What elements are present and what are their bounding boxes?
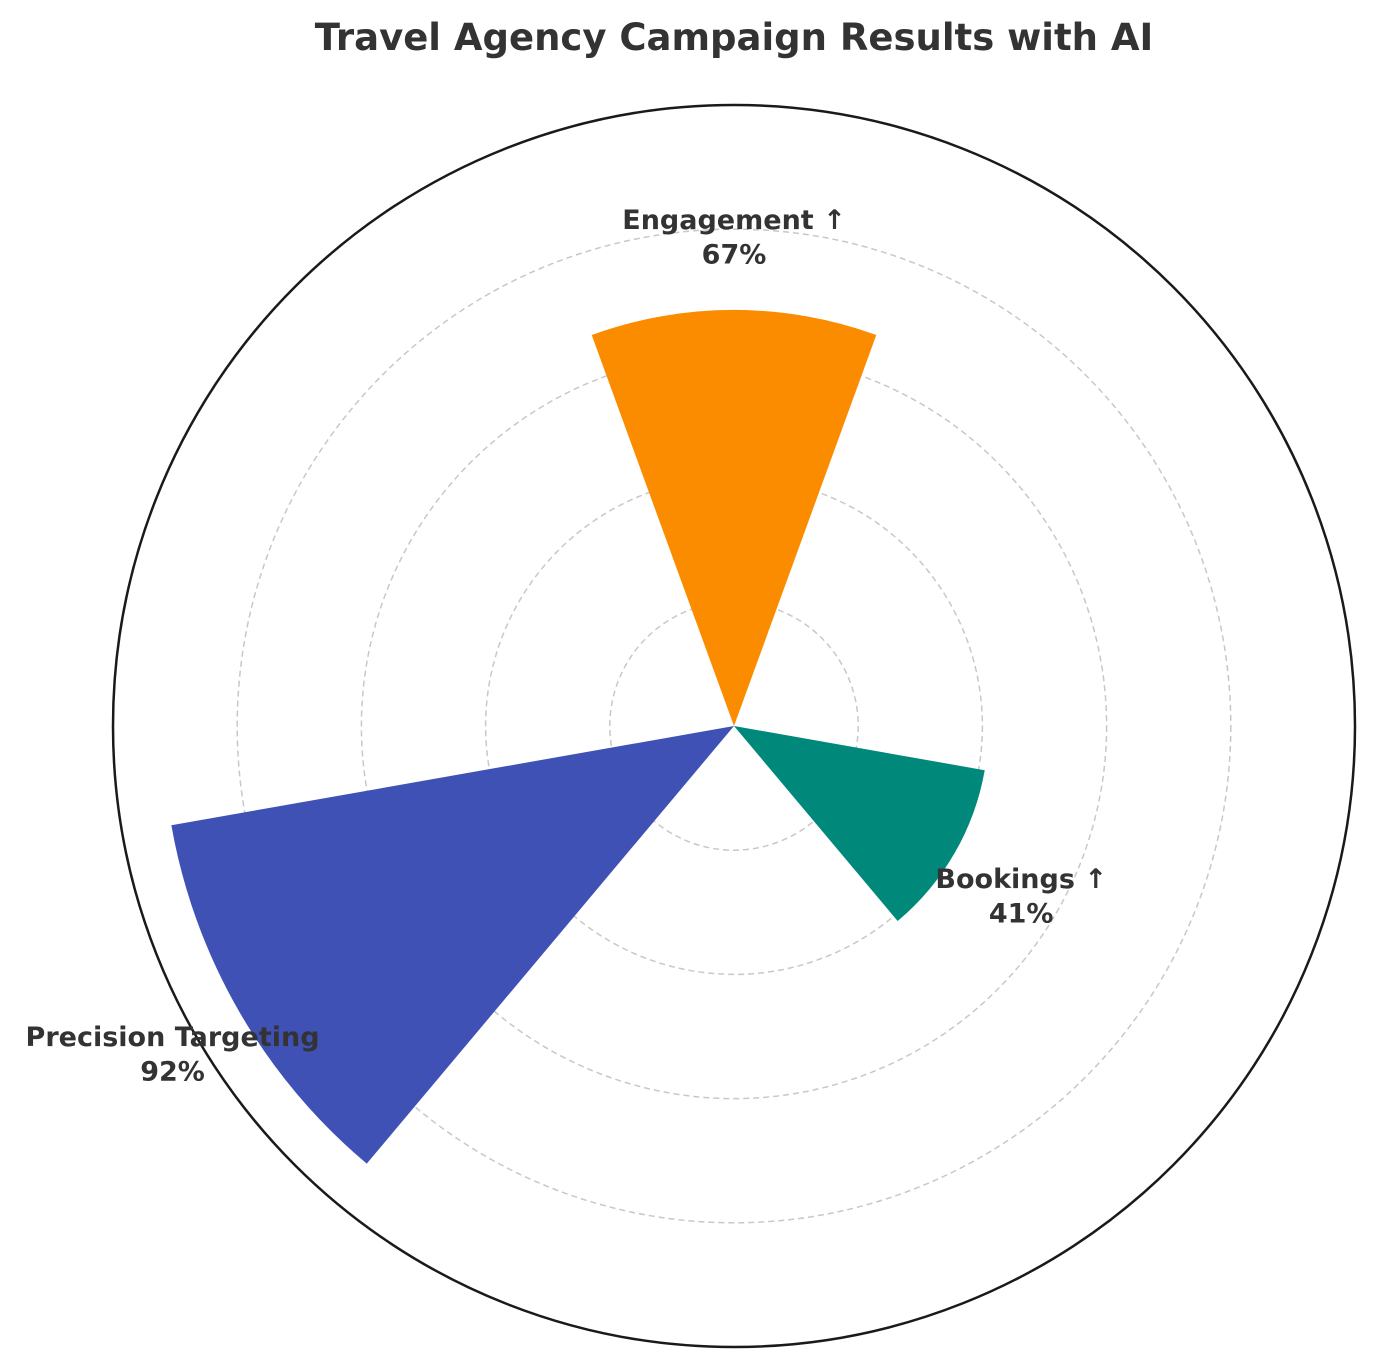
outer-ring — [111, 103, 1357, 1349]
bar-label-0: Engagement ↑ 67% — [622, 205, 845, 271]
bar-value-label-2: 92% — [140, 1057, 205, 1088]
bar-category-label-0: Engagement ↑ — [622, 205, 845, 236]
bar-value-label-1: 41% — [989, 898, 1054, 929]
bar-value-label-0: 67% — [702, 239, 767, 270]
bar-label-1: Bookings ↑ 41% — [935, 864, 1107, 930]
bar-category-label-2: Precision Targeting — [26, 1022, 320, 1053]
grid-ring-80 — [236, 228, 1232, 1224]
bar-label-2: Precision Targeting 92% — [26, 1022, 320, 1088]
bar-1 — [734, 726, 985, 922]
bar-0 — [591, 309, 877, 726]
bar-labels: Engagement ↑ 67% Bookings ↑ 41% Precision Ta… — [26, 205, 1107, 1088]
bars — [171, 309, 985, 1164]
bar-category-label-1: Bookings ↑ — [935, 864, 1107, 895]
chart-title: Travel Agency Campaign Results with AI — [315, 16, 1154, 59]
bar-2 — [171, 726, 735, 1164]
